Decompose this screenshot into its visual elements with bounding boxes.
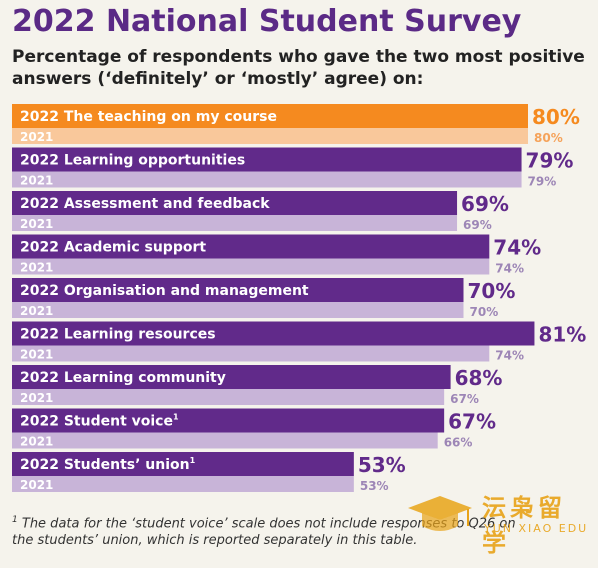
bar-2021-4 <box>12 302 464 318</box>
value-2022-5: 81% <box>538 323 586 347</box>
bar-2022-6 <box>12 365 451 389</box>
bar-2022-8 <box>12 452 354 476</box>
value-2021-0: 80% <box>534 131 563 145</box>
bar-2022-5 <box>12 321 535 346</box>
year-label-2021-1: 2021 <box>20 174 53 188</box>
bar-2021-1 <box>12 171 522 188</box>
footnote-marker: 1 <box>12 515 18 525</box>
graduation-cap-icon <box>408 496 472 531</box>
bar-2022-2 <box>12 191 458 215</box>
bar-2021-7 <box>12 432 438 449</box>
watermark-logo: 沄枭留学 YUN XIAO EDU <box>400 488 590 557</box>
watermark-en: YUN XIAO EDU <box>484 522 589 535</box>
year-label-2021-8: 2021 <box>20 478 53 492</box>
footnote-text: The data for the ‘student voice’ scale d… <box>12 516 516 549</box>
year-label-2021-0: 2021 <box>20 130 53 144</box>
value-2021-2: 69% <box>463 218 492 232</box>
value-2022-4: 70% <box>468 279 516 303</box>
value-2021-1: 79% <box>528 175 557 189</box>
value-2022-8: 53% <box>358 453 406 477</box>
value-2021-4: 70% <box>470 305 499 319</box>
footnote: 1 The data for the ‘student voice’ scale… <box>12 512 532 549</box>
category-label-1: 2022 Learning opportunities <box>20 153 245 169</box>
value-2021-7: 66% <box>444 436 473 450</box>
year-label-2021-6: 2021 <box>20 391 53 405</box>
value-2022-1: 79% <box>526 149 574 173</box>
category-label-5: 2022 Learning resources <box>20 327 216 343</box>
year-label-2021-4: 2021 <box>20 304 53 318</box>
value-2021-8: 53% <box>360 479 389 493</box>
bar-2022-1 <box>12 147 522 172</box>
bar-2021-3 <box>12 258 490 275</box>
page-title: 2022 National Student Survey <box>12 4 522 39</box>
bar-2022-7 <box>12 408 445 433</box>
bar-2021-2 <box>12 215 458 231</box>
bar-2021-8 <box>12 476 354 492</box>
value-2022-3: 74% <box>493 236 541 260</box>
category-label-2: 2022 Assessment and feedback <box>20 196 270 212</box>
value-2022-7: 67% <box>448 410 496 434</box>
value-2021-3: 74% <box>495 262 524 276</box>
category-label-6: 2022 Learning community <box>20 370 226 386</box>
category-label-4: 2022 Organisation and management <box>20 283 309 299</box>
bar-2021-0 <box>12 128 528 144</box>
bar-2022-3 <box>12 234 490 259</box>
bar-2022-4 <box>12 278 464 302</box>
year-label-2021-2: 2021 <box>20 217 53 231</box>
bar-2021-6 <box>12 389 445 405</box>
bar-chart: 2022 The teaching on my course 2021 80% 80%… <box>12 104 586 493</box>
value-2022-2: 69% <box>461 192 509 216</box>
year-label-2021-3: 2021 <box>20 261 53 275</box>
category-label-7: 2022 Student voice1 <box>20 413 179 430</box>
value-2021-6: 67% <box>450 392 479 406</box>
category-label-8: 2022 Students’ union1 <box>20 456 196 473</box>
category-label-0: 2022 The teaching on my course <box>20 109 277 125</box>
watermark-cn: 沄枭留学 <box>482 494 566 557</box>
bar-2022-0 <box>12 104 528 128</box>
category-label-3: 2022 Academic support <box>20 240 206 256</box>
value-2022-0: 80% <box>532 105 580 129</box>
bar-2021-5 <box>12 345 490 362</box>
year-label-2021-7: 2021 <box>20 435 53 449</box>
page-subtitle: Percentage of respondents who gave the t… <box>12 47 585 89</box>
value-2021-5: 74% <box>495 349 524 363</box>
year-label-2021-5: 2021 <box>20 348 53 362</box>
value-2022-6: 68% <box>455 366 503 390</box>
